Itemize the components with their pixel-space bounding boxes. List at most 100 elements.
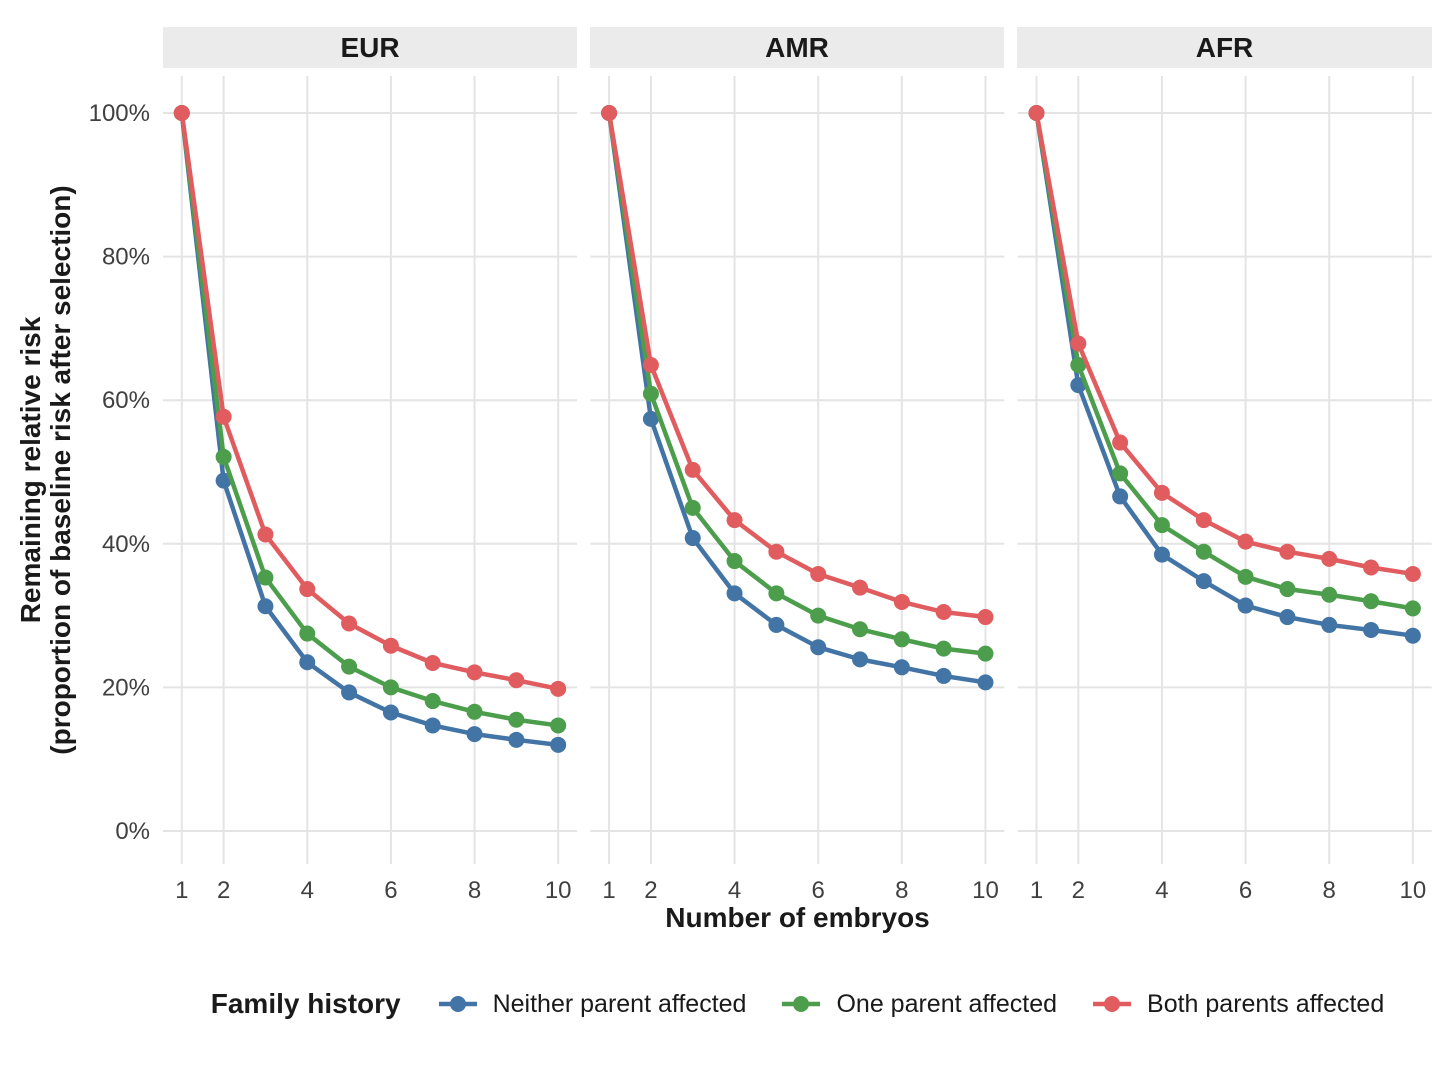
data-point [299, 654, 316, 671]
data-point [977, 645, 994, 662]
data-point [508, 731, 525, 748]
series-line-afr-3 [1034, 110, 1416, 577]
legend-label: Both parents affected [1147, 989, 1385, 1018]
data-point [810, 565, 827, 582]
y-tick-label: 20% [102, 674, 150, 701]
y-tick-label: 40% [102, 531, 150, 558]
y-tick-label: 0% [115, 818, 150, 845]
x-tick-label: 6 [1239, 877, 1252, 904]
data-point [1363, 621, 1380, 638]
data-point [601, 105, 618, 121]
x-tick-label: 8 [1323, 877, 1336, 904]
data-point [424, 693, 441, 710]
data-point [852, 651, 869, 668]
data-point [1153, 546, 1170, 563]
data-point [1279, 543, 1296, 560]
data-point [1070, 357, 1087, 374]
facet-strip-eur: EUR [163, 27, 577, 68]
data-point [1321, 616, 1338, 633]
data-point [893, 659, 910, 676]
data-point [215, 472, 232, 489]
y-tick-label: 80% [102, 244, 150, 271]
data-point [977, 609, 994, 626]
series-line-afr-1 [1034, 110, 1416, 638]
data-point [935, 640, 952, 657]
y-axis-title-line2: (proportion of baseline risk after selec… [45, 185, 76, 755]
data-point [1112, 488, 1129, 505]
x-tick-label: 1 [1030, 877, 1043, 904]
data-point [508, 711, 525, 728]
data-point [1237, 533, 1254, 550]
data-point [852, 621, 869, 638]
data-point [1279, 581, 1296, 598]
series-line-eur-2 [179, 110, 561, 728]
y-tick-label: 60% [102, 387, 150, 414]
data-point [466, 664, 483, 681]
facet-strip-label: EUR [340, 31, 400, 63]
data-point [173, 105, 190, 121]
x-tick-label: 6 [812, 877, 825, 904]
x-tick-label: 2 [217, 877, 230, 904]
data-point [382, 637, 399, 654]
data-point [466, 726, 483, 743]
data-point [1237, 568, 1254, 585]
data-point [810, 607, 827, 624]
data-point [215, 448, 232, 465]
line-point-key-icon [438, 996, 477, 1012]
x-tick-label: 1 [175, 877, 188, 904]
x-tick-label: 10 [1400, 877, 1427, 904]
series-line-amr-3 [606, 110, 988, 620]
data-point [1028, 105, 1045, 121]
legend-title: Family history [210, 988, 401, 1019]
legend: Family history Neither parent affected O… [163, 980, 1432, 1028]
data-point [341, 615, 358, 632]
data-point [1321, 586, 1338, 603]
line-point-key-icon [1093, 996, 1132, 1012]
legend-label: One parent affected [836, 989, 1058, 1018]
data-point [1112, 465, 1129, 482]
x-tick-label: 8 [895, 877, 908, 904]
x-tick-label: 4 [301, 877, 314, 904]
x-tick-label: 2 [1072, 877, 1085, 904]
data-point [1363, 593, 1380, 610]
facet-strip-label: AFR [1195, 31, 1254, 63]
data-point [1321, 550, 1338, 567]
data-point [642, 410, 659, 427]
data-point [893, 593, 910, 610]
legend-label: Neither parent affected [492, 989, 747, 1018]
data-point [382, 679, 399, 696]
data-point [935, 667, 952, 684]
legend-item-neither-parent: Neither parent affected [437, 989, 747, 1019]
data-point [1153, 484, 1170, 501]
data-point [1112, 434, 1129, 451]
data-point [726, 512, 743, 529]
data-point [1363, 559, 1380, 576]
data-point [684, 499, 701, 516]
series-line-amr-1 [606, 110, 988, 685]
data-point [1404, 565, 1421, 582]
facet-strip-label: AMR [765, 31, 829, 63]
data-point [466, 703, 483, 720]
x-tick-label: 10 [545, 877, 572, 904]
data-point [1195, 512, 1212, 529]
x-tick-label: 6 [384, 877, 397, 904]
data-point [424, 717, 441, 734]
data-point [550, 717, 567, 734]
data-point [299, 581, 316, 598]
x-axis-title: Number of embryos [665, 902, 930, 933]
facet-strip-afr: AFR [1017, 27, 1432, 68]
x-tick-label: 4 [728, 877, 741, 904]
series-line-amr-2 [606, 110, 988, 656]
data-point [726, 553, 743, 570]
data-point [1070, 335, 1087, 352]
x-tick-label: 2 [644, 877, 657, 904]
data-point [1279, 609, 1296, 626]
data-point [768, 543, 785, 560]
facet-strip-amr: AMR [590, 27, 1004, 68]
data-point [977, 674, 994, 691]
data-point [341, 684, 358, 701]
data-point [935, 604, 952, 621]
data-point [257, 569, 274, 586]
